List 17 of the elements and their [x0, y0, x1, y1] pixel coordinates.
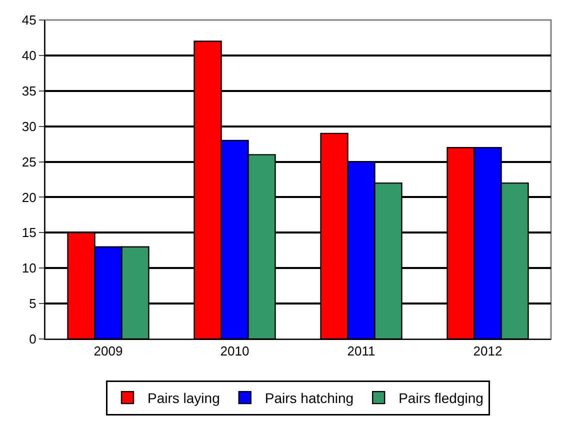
x-tick-label: 2011 — [347, 344, 376, 359]
x-tick-label: 2010 — [220, 344, 250, 359]
x-tick-label: 2009 — [94, 344, 123, 359]
y-tick-label: 30 — [22, 118, 36, 134]
y-tick-label: 35 — [22, 83, 36, 98]
legend-label: Pairs hatching — [264, 390, 354, 406]
y-tick-label: 10 — [22, 260, 36, 276]
y-tick-label: 20 — [22, 190, 36, 205]
y-tick-label: 15 — [22, 225, 36, 240]
y-tick-label: 25 — [22, 154, 36, 170]
y-tick-label: 45 — [22, 12, 36, 28]
legend-label: Pairs laying — [148, 390, 220, 406]
y-tick-label: 5 — [29, 296, 36, 312]
x-tick-label: 2012 — [473, 344, 502, 359]
y-tick-label: 0 — [29, 332, 36, 347]
legend-label: Pairs fledging — [398, 390, 484, 406]
y-tick-label: 40 — [22, 48, 36, 63]
